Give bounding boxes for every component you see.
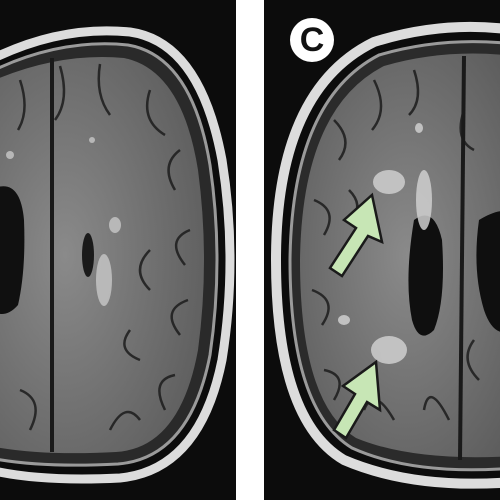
skull-outline (270, 21, 500, 489)
ventricle (0, 186, 25, 314)
arrow-upper (328, 192, 384, 278)
mri-scan-right (270, 21, 500, 489)
skull-outline (0, 26, 235, 484)
mri-panel-right: C (264, 0, 500, 500)
mri-panel-left (0, 0, 236, 500)
lesions (6, 137, 121, 306)
ventricle-left (408, 215, 443, 336)
brain-tissue (300, 53, 500, 458)
ventricle-right (476, 211, 500, 332)
midline (458, 55, 466, 461)
mri-scan-left (0, 26, 235, 484)
arrow-lower (332, 359, 382, 440)
panel-label-badge: C (290, 18, 334, 62)
lesions (338, 123, 432, 364)
